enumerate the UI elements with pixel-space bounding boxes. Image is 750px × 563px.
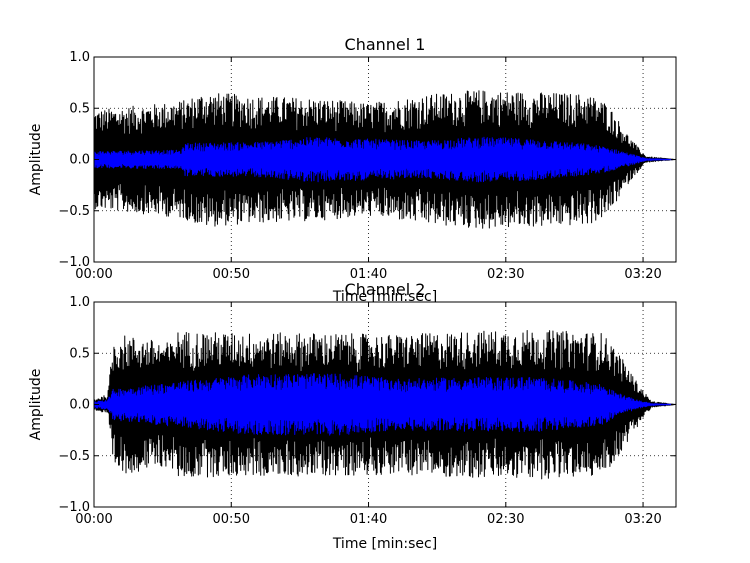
y-tick-label: −1.0: [58, 255, 90, 270]
channel-1-ylabel: Amplitude: [28, 124, 44, 196]
y-tick-label: −1.0: [58, 500, 90, 515]
x-tick-label: 03:20: [624, 512, 661, 527]
x-tick-label: 00:00: [75, 512, 112, 527]
y-tick-label: 0.5: [69, 101, 90, 116]
channel-1-title: Channel 1: [345, 35, 426, 54]
channel-1-axes: 00:00 00:50 01:40 02:30 03:20 1.0 0.5 0.0 −0.5 −1…: [28, 35, 677, 305]
channel-1-waveforms: [93, 90, 677, 229]
channel-2-ticks: 00:00 00:50 01:40 02:30 03:20 1.0 0.5 0.0 −0.5 −1…: [58, 295, 676, 527]
y-tick-label: 1.0: [69, 50, 90, 65]
x-tick-label: 02:30: [487, 267, 524, 282]
channel-1-xlabel: Time [min:sec]: [332, 289, 437, 305]
waveform-trace-black: [93, 330, 677, 480]
waveform-trace-blue: [93, 373, 677, 436]
channel-2-waveforms: [93, 330, 677, 480]
y-tick-label: 0.5: [69, 346, 90, 361]
channel-2-axes: 00:00 00:50 01:40 02:30 03:20 1.0 0.5 0.0 −0.5 −1…: [28, 280, 677, 552]
channel-2-ylabel: Amplitude: [28, 369, 44, 441]
channel-1-ticks: 00:00 00:50 01:40 02:30 03:20 1.0 0.5 0.0 −0.5 −1…: [58, 50, 676, 282]
x-tick-label: 03:20: [624, 267, 661, 282]
y-tick-label: 0.0: [69, 398, 90, 413]
x-tick-label: 00:50: [213, 267, 250, 282]
y-tick-label: −0.5: [58, 204, 90, 219]
x-tick-label: 00:00: [75, 267, 112, 282]
x-tick-label: 01:40: [350, 267, 387, 282]
x-tick-label: 00:50: [213, 512, 250, 527]
x-tick-label: 02:30: [487, 512, 524, 527]
channel-2-xlabel: Time [min:sec]: [332, 536, 437, 552]
y-tick-label: −0.5: [58, 449, 90, 464]
y-tick-label: 1.0: [69, 295, 90, 310]
waveform-trace-black: [93, 90, 677, 229]
x-tick-label: 01:40: [350, 512, 387, 527]
waveform-trace-blue: [93, 136, 677, 183]
channel-2-title: Channel 2: [345, 280, 426, 299]
y-tick-label: 0.0: [69, 153, 90, 168]
